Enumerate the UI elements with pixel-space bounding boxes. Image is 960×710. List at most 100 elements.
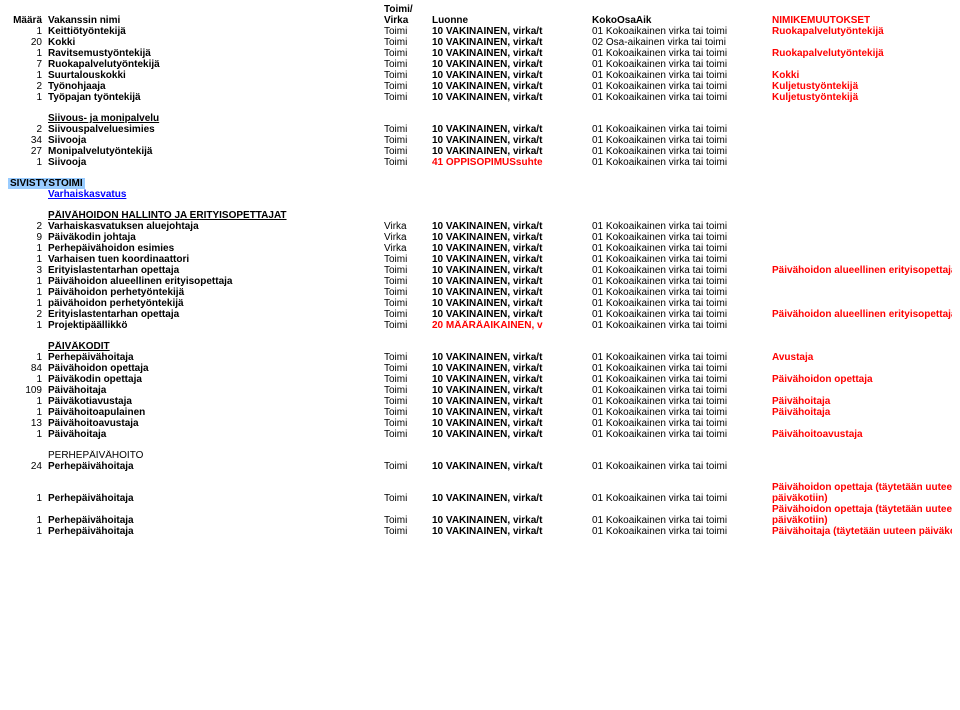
- maara-cell: 1: [8, 48, 48, 59]
- nimi-cell: Projektipäällikkö: [48, 320, 384, 331]
- nimik-cell: [772, 135, 952, 146]
- luonne-cell: 10 VAKINAINEN, virka/t: [432, 418, 592, 429]
- koko-cell: 01 Kokoaikainen virka tai toimi: [592, 232, 772, 243]
- luonne-cell: 10 VAKINAINEN, virka/t: [432, 59, 592, 70]
- maara-cell: 1: [8, 243, 48, 254]
- maara-cell: 1: [8, 515, 48, 526]
- table-row: 1ProjektipäällikköToimi20 MÄÄRÄAIKAINEN,…: [8, 320, 952, 331]
- nimik-cell: [772, 461, 952, 472]
- table-row: 2SiivouspalveluesimiesToimi10 VAKINAINEN…: [8, 124, 952, 135]
- maara-cell: 1: [8, 526, 48, 537]
- luonne-cell: 10 VAKINAINEN, virka/t: [432, 26, 592, 37]
- section-perhe-label: PERHEPÄIVÄHOITO: [48, 450, 143, 461]
- koko-cell: 01 Kokoaikainen virka tai toimi: [592, 70, 772, 81]
- col-nimi-header: Vakanssin nimi: [48, 15, 384, 26]
- koko-cell: 01 Kokoaikainen virka tai toimi: [592, 461, 772, 472]
- koko-cell: 01 Kokoaikainen virka tai toimi: [592, 81, 772, 92]
- table-row: 1Varhaisen tuen koordinaattoriToimi10 VA…: [8, 254, 952, 265]
- koko-cell: 01 Kokoaikainen virka tai toimi: [592, 526, 772, 537]
- table-row: 1PäiväkotiavustajaToimi10 VAKINAINEN, vi…: [8, 396, 952, 407]
- nimi-cell: Päivähoitaja: [48, 429, 384, 440]
- virka-cell: Toimi: [384, 124, 432, 135]
- nimik-cell: [772, 418, 952, 429]
- table-row: 27MonipalvelutyöntekijäToimi10 VAKINAINE…: [8, 146, 952, 157]
- table-row: 20KokkiToimi10 VAKINAINEN, virka/t02 Osa…: [8, 37, 952, 48]
- table-row: 1Päivähoidon alueellinen erityisopettaja…: [8, 276, 952, 287]
- luonne-cell: 10 VAKINAINEN, virka/t: [432, 526, 592, 537]
- header-row: Määrä Vakanssin nimi Virka Luonne KokoOs…: [8, 15, 952, 26]
- nimi-cell: Varhaiskasvatuksen aluejohtaja: [48, 221, 384, 232]
- nimi-cell: Ruokapalvelutyöntekijä: [48, 59, 384, 70]
- maara-cell: 34: [8, 135, 48, 146]
- nimi-cell: Siivooja: [48, 135, 384, 146]
- virka-cell: Virka: [384, 221, 432, 232]
- virka-cell: Toimi: [384, 59, 432, 70]
- table-row: 2TyönohjaajaToimi10 VAKINAINEN, virka/t0…: [8, 81, 952, 92]
- maara-cell: 1: [8, 396, 48, 407]
- luonne-cell: 10 VAKINAINEN, virka/t: [432, 298, 592, 309]
- table-row: 2Erityislastentarhan opettajaToimi10 VAK…: [8, 309, 952, 320]
- luonne-cell: 10 VAKINAINEN, virka/t: [432, 374, 592, 385]
- virka-cell: Toimi: [384, 515, 432, 526]
- nimi-cell: Suurtalouskokki: [48, 70, 384, 81]
- koko-cell: 01 Kokoaikainen virka tai toimi: [592, 92, 772, 103]
- section-paivakodit-label: PÄIVÄKODIT: [48, 341, 110, 352]
- table-row: 109PäivähoitajaToimi10 VAKINAINEN, virka…: [8, 385, 952, 396]
- nimi-cell: Perhepäivähoitaja: [48, 352, 384, 363]
- nimi-cell: Päivähoidon perhetyöntekijä: [48, 287, 384, 298]
- maara-cell: 1: [8, 157, 48, 168]
- maara-cell: 84: [8, 363, 48, 374]
- nimik-cell: Päivähoitaja: [772, 407, 952, 418]
- virka-cell: Toimi: [384, 92, 432, 103]
- nimi-cell: Ravitsemustyöntekijä: [48, 48, 384, 59]
- table-row: Päivähoidon opettaja (täytetään uuteen: [8, 482, 952, 493]
- table-row: 1Työpajan työntekijäToimi10 VAKINAINEN, …: [8, 92, 952, 103]
- virka-cell: Toimi: [384, 157, 432, 168]
- virka-cell: Virka: [384, 232, 432, 243]
- table-row: 1Päivähoidon perhetyöntekijäToimi10 VAKI…: [8, 287, 952, 298]
- nimik-cell: [772, 221, 952, 232]
- nimi-cell: Päivähoitaja: [48, 385, 384, 396]
- nimi-cell: Siivouspalveluesimies: [48, 124, 384, 135]
- table-row: 1SiivoojaToimi41 OPPISOPIMUSsuhte01 Koko…: [8, 157, 952, 168]
- table-row: 1KeittiötyöntekijäToimi10 VAKINAINEN, vi…: [8, 26, 952, 37]
- virka-cell: Toimi: [384, 37, 432, 48]
- maara-cell: 2: [8, 124, 48, 135]
- luonne-cell: 10 VAKINAINEN, virka/t: [432, 363, 592, 374]
- maara-cell: 1: [8, 254, 48, 265]
- luonne-cell: 20 MÄÄRÄAIKAINEN, v: [432, 320, 592, 331]
- koko-cell: 01 Kokoaikainen virka tai toimi: [592, 265, 772, 276]
- luonne-cell: 10 VAKINAINEN, virka/t: [432, 385, 592, 396]
- nimik-cell: Kuljetustyöntekijä: [772, 81, 952, 92]
- koko-cell: 01 Kokoaikainen virka tai toimi: [592, 254, 772, 265]
- koko-cell: 01 Kokoaikainen virka tai toimi: [592, 26, 772, 37]
- table-row: 84Päivähoidon opettajaToimi10 VAKINAINEN…: [8, 363, 952, 374]
- nimi-cell: Perhepäivähoitaja: [48, 526, 384, 537]
- luonne-cell: 10 VAKINAINEN, virka/t: [432, 352, 592, 363]
- table-row: 1PerhepäivähoitajaToimi10 VAKINAINEN, vi…: [8, 352, 952, 363]
- luonne-cell: 10 VAKINAINEN, virka/t: [432, 515, 592, 526]
- nimi-cell: Päiväkotiavustaja: [48, 396, 384, 407]
- nimik-cell: Ruokapalvelutyöntekijä: [772, 48, 952, 59]
- col-koko-header: KokoOsaAik: [592, 15, 772, 26]
- koko-cell: 01 Kokoaikainen virka tai toimi: [592, 515, 772, 526]
- nimi-cell: Perhepäivähoitaja: [48, 493, 384, 504]
- table-row: 13PäivähoitoavustajaToimi10 VAKINAINEN, …: [8, 418, 952, 429]
- maara-cell: 13: [8, 418, 48, 429]
- virka-cell: Toimi: [384, 374, 432, 385]
- section-paivakodit: PÄIVÄKODIT: [8, 341, 952, 352]
- maara-cell: 2: [8, 309, 48, 320]
- nimik-cell: Päivähoidon alueellinen erityisopettaja: [772, 265, 952, 276]
- koko-cell: 01 Kokoaikainen virka tai toimi: [592, 429, 772, 440]
- luonne-cell: 10 VAKINAINEN, virka/t: [432, 48, 592, 59]
- section-sivistys-label: SIVISTYSTOIMI: [8, 178, 85, 189]
- virka-cell: Toimi: [384, 461, 432, 472]
- table-row: 1PäivähoitajaToimi10 VAKINAINEN, virka/t…: [8, 429, 952, 440]
- maara-cell: 27: [8, 146, 48, 157]
- nimik-cell: [772, 254, 952, 265]
- nimi-cell: Erityislastentarhan opettaja: [48, 309, 384, 320]
- table-row: 1RavitsemustyöntekijäToimi10 VAKINAINEN,…: [8, 48, 952, 59]
- luonne-cell: 10 VAKINAINEN, virka/t: [432, 221, 592, 232]
- luonne-cell: 10 VAKINAINEN, virka/t: [432, 254, 592, 265]
- maara-cell: 1: [8, 26, 48, 37]
